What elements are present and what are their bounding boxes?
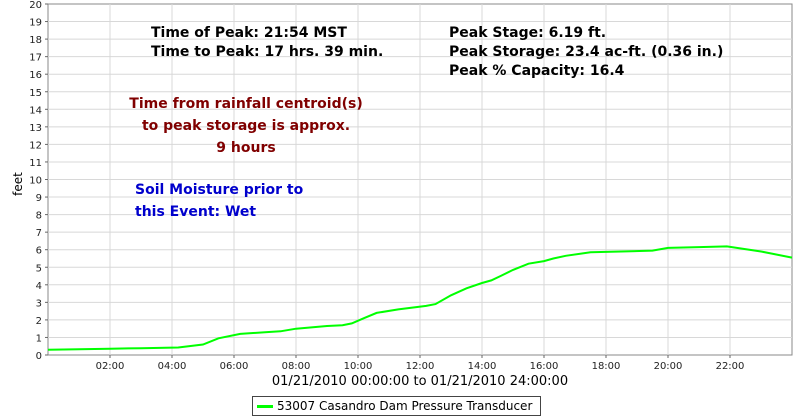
legend: 53007 Casandro Dam Pressure Transducer bbox=[252, 396, 542, 416]
soil-moisture-line-1: Soil Moisture prior to bbox=[135, 182, 304, 198]
soil-moisture-line-2: this Event: Wet bbox=[135, 204, 256, 220]
y-tick-label: 10 bbox=[29, 176, 42, 187]
x-tick-label: 12:00 bbox=[406, 361, 435, 372]
y-tick-label: 11 bbox=[29, 158, 42, 169]
y-tick-label: 4 bbox=[36, 281, 42, 292]
y-tick-label: 9 bbox=[36, 193, 42, 204]
series-line bbox=[47, 245, 793, 351]
y-tick-label: 2 bbox=[36, 316, 42, 327]
legend-label: 53007 Casandro Dam Pressure Transducer bbox=[277, 399, 533, 413]
centroid-line-1: Time from rainfall centroid(s) bbox=[129, 96, 362, 112]
y-tick-label: 3 bbox=[36, 298, 42, 309]
y-tick-label: 15 bbox=[29, 88, 42, 99]
y-tick-label: 19 bbox=[29, 18, 42, 29]
x-tick-label: 20:00 bbox=[654, 361, 683, 372]
y-tick-label: 20 bbox=[29, 0, 42, 11]
centroid-annotation: Time from rainfall centroid(s) to peak s… bbox=[129, 96, 362, 156]
x-tick-label: 18:00 bbox=[592, 361, 621, 372]
y-tick-label: 16 bbox=[29, 70, 42, 81]
y-tick-label: 6 bbox=[36, 246, 42, 257]
y-tick-label: 17 bbox=[29, 53, 42, 64]
y-tick-label: 8 bbox=[36, 211, 42, 222]
x-axis-ticks: 02:00 04:00 06:00 08:00 10:00 12:00 14:00 16:00… bbox=[96, 355, 745, 372]
x-tick-label: 04:00 bbox=[158, 361, 187, 372]
y-tick-label: 7 bbox=[36, 228, 42, 239]
peak-info-annotations: Time of Peak: 21:54 MST Time to Peak: 17… bbox=[151, 25, 723, 79]
peak-storage-text: Peak Storage: 23.4 ac-ft. (0.36 in.) bbox=[449, 44, 723, 60]
x-tick-label: 22:00 bbox=[716, 361, 745, 372]
y-tick-label: 13 bbox=[29, 123, 42, 134]
x-tick-label: 06:00 bbox=[220, 361, 249, 372]
gridlines bbox=[48, 4, 792, 355]
x-tick-label: 10:00 bbox=[344, 361, 373, 372]
x-axis-label: 01/21/2010 00:00:00 to 01/21/2010 24:00:… bbox=[272, 374, 568, 389]
peak-stage-text: Peak Stage: 6.19 ft. bbox=[449, 25, 606, 41]
y-axis-label: feet bbox=[11, 172, 25, 196]
x-tick-label: 14:00 bbox=[468, 361, 497, 372]
y-tick-label: 1 bbox=[36, 333, 42, 344]
y-tick-label: 18 bbox=[29, 35, 42, 46]
y-tick-label: 0 bbox=[36, 351, 42, 362]
y-tick-label: 12 bbox=[29, 140, 42, 151]
time-to-peak-text: Time to Peak: 17 hrs. 39 min. bbox=[151, 44, 383, 60]
y-tick-label: 14 bbox=[29, 105, 42, 116]
centroid-line-2: to peak storage is approx. bbox=[142, 118, 350, 134]
x-tick-label: 16:00 bbox=[530, 361, 559, 372]
peak-capacity-text: Peak % Capacity: 16.4 bbox=[449, 63, 625, 79]
y-tick-label: 5 bbox=[36, 263, 42, 274]
centroid-line-3: 9 hours bbox=[216, 140, 275, 156]
x-tick-label: 08:00 bbox=[282, 361, 311, 372]
time-of-peak-text: Time of Peak: 21:54 MST bbox=[151, 25, 347, 41]
soil-moisture-annotation: Soil Moisture prior to this Event: Wet bbox=[135, 182, 304, 220]
legend-swatch bbox=[257, 404, 273, 408]
x-tick-label: 02:00 bbox=[96, 361, 125, 372]
